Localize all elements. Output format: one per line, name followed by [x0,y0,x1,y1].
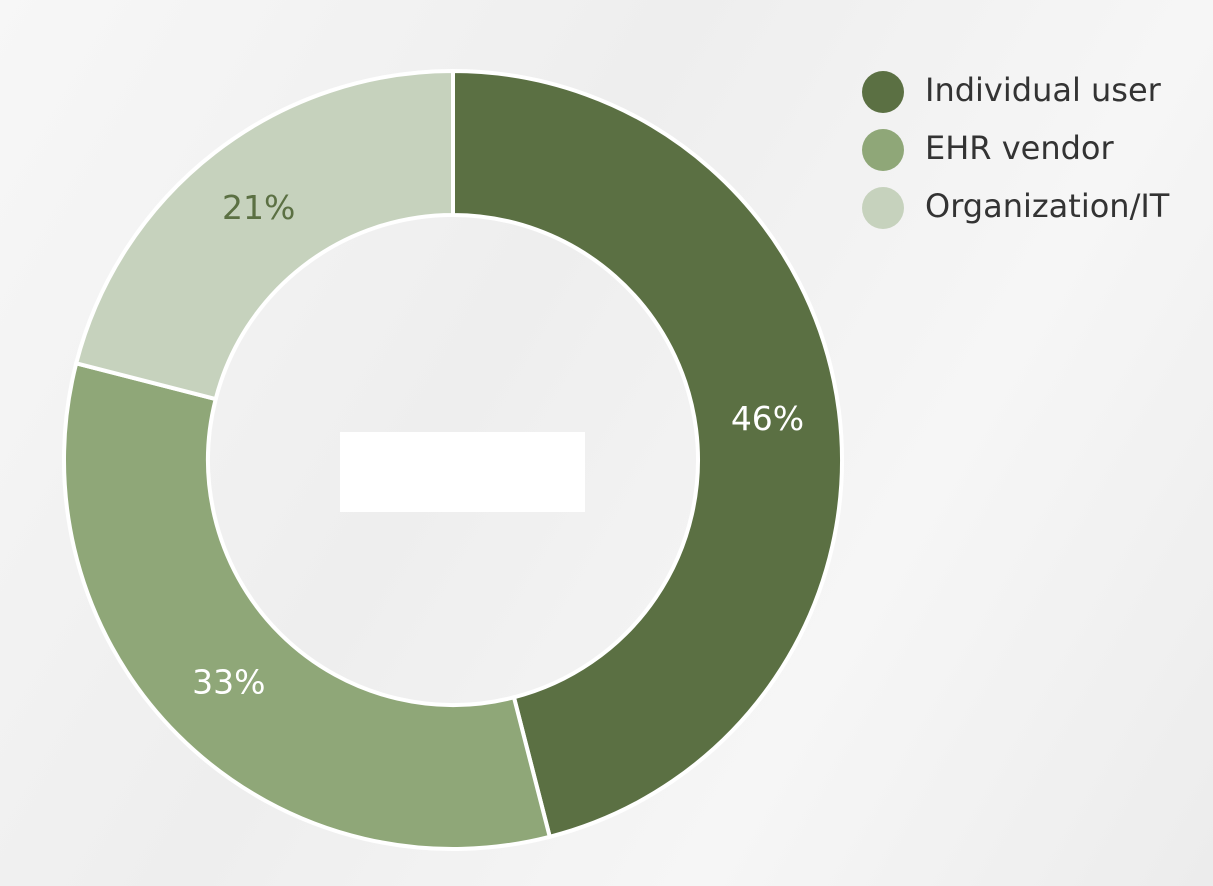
data-label: 46% [731,399,804,438]
legend-swatch [862,187,904,229]
legend-label: EHR vendor [925,129,1114,167]
legend: Individual user EHR vendor Organization/IT [862,71,1170,229]
donut: 46% 33% 21% [62,68,844,851]
legend-swatch [862,129,904,171]
data-label: 33% [192,663,265,702]
donut-slice [62,360,553,851]
data-label: 21% [222,188,295,227]
donut-slice [451,68,844,840]
redaction-box [340,432,585,512]
donut-slice [73,68,455,402]
legend-label: Individual user [925,71,1162,109]
legend-swatch [862,71,904,113]
legend-label: Organization/IT [925,187,1170,225]
